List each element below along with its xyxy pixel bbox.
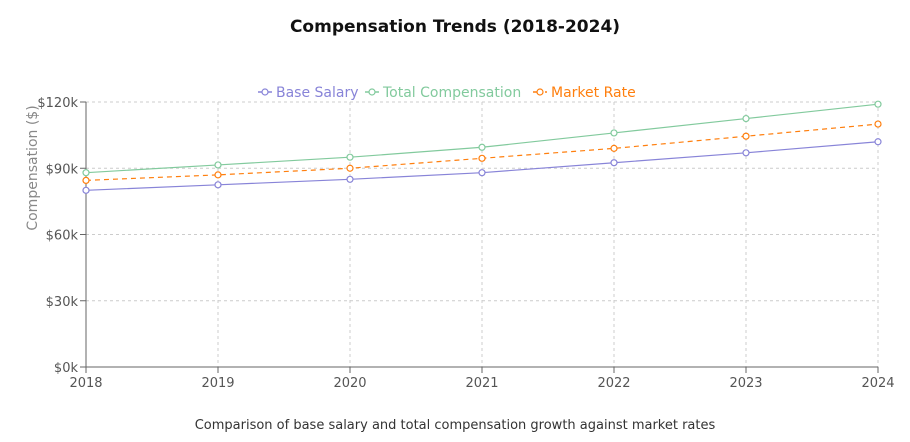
x-tick-label: 2021 [465,376,498,391]
data-point[interactable] [346,164,354,172]
legend-item-market-rate[interactable]: Market Rate [533,85,636,101]
data-point[interactable] [874,120,882,128]
y-tick-label: $30k [46,295,79,310]
data-point[interactable] [610,129,618,137]
series-total-compensation [82,100,882,177]
chart-title: Compensation Trends (2018-2024) [289,17,621,37]
series-group [82,100,882,194]
y-axis-title: Compensation ($) [25,105,41,230]
legend-marker-icon [536,88,544,96]
x-tick-label: 2018 [69,376,102,391]
legend[interactable]: Base Salary Total Compensation Market Rate [258,85,636,101]
data-point[interactable] [478,143,486,151]
data-point[interactable] [874,138,882,146]
data-point[interactable] [82,176,90,184]
x-tick-label: 2022 [597,376,630,391]
data-point[interactable] [478,169,486,177]
x-tick-label: 2023 [729,376,762,391]
grid-lines [86,101,879,367]
data-point[interactable] [214,161,222,169]
legend-label: Market Rate [551,85,636,101]
x-tick-label: 2020 [333,376,366,391]
legend-label: Total Compensation [382,85,521,101]
data-point[interactable] [742,114,750,123]
x-tick-label: 2019 [201,376,234,391]
y-tick-label: $0k [54,361,79,376]
y-tick-label: $60k [46,229,79,244]
chart-caption: Comparison of base salary and total comp… [194,418,716,433]
y-tick-label: $90k [46,162,79,177]
series-base-salary [82,138,882,194]
legend-item-total-compensation[interactable]: Total Compensation [365,85,521,101]
data-point[interactable] [346,175,354,183]
data-point[interactable] [214,171,222,179]
data-point[interactable] [82,169,90,177]
x-tick-label: 2024 [861,376,894,391]
legend-marker-icon [368,88,376,96]
data-point[interactable] [874,100,882,108]
data-point[interactable] [742,149,750,157]
legend-marker-icon [261,88,269,96]
series-market-rate [82,120,882,184]
data-point[interactable] [610,159,618,167]
data-point[interactable] [82,186,90,194]
data-point[interactable] [346,153,354,161]
legend-item-base-salary[interactable]: Base Salary [258,85,359,101]
legend-label: Base Salary [276,85,359,101]
data-point[interactable] [742,132,750,140]
data-point[interactable] [610,144,618,152]
axes: $0k $30k $60k $90k $120k 2018 2019 2020 2021 2022… [37,96,894,391]
data-point[interactable] [214,181,222,189]
data-point[interactable] [478,154,486,162]
y-tick-label: $120k [37,96,78,111]
